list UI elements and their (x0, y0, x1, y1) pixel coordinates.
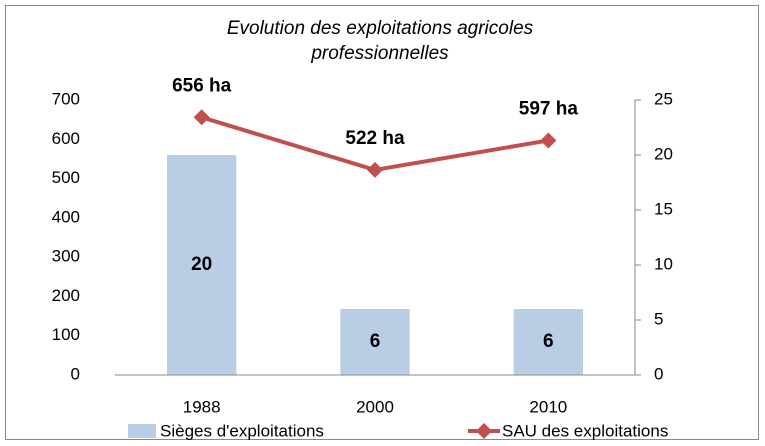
line-marker (540, 132, 557, 149)
legend-marker (476, 423, 492, 439)
bar-label: 20 (191, 254, 212, 275)
legend-swatch (128, 424, 156, 438)
legend-label: Sièges d'exploitations (160, 421, 324, 440)
chart-title: Evolution des exploitations agricoles pr… (226, 18, 534, 64)
y-tick-label: 300 (52, 247, 80, 266)
bar (167, 155, 237, 375)
bar (340, 309, 410, 375)
y2-tick-label: 20 (654, 144, 673, 163)
line-marker (367, 161, 383, 178)
bar-label: 6 (543, 331, 554, 352)
y2-tick-label: 25 (654, 89, 673, 108)
y2-tick-label: 5 (654, 309, 663, 328)
bar-label: 6 (370, 331, 381, 352)
data-label: 656 ha (172, 75, 232, 96)
y-tick-label: 0 (71, 364, 80, 383)
data-label: 522 ha (345, 128, 405, 149)
y-tick-label: 200 (52, 286, 80, 305)
bar (513, 309, 583, 375)
legend-label: SAU des exploitations (502, 421, 668, 440)
y-tick-label: 100 (52, 325, 80, 344)
chart-border (5, 5, 759, 440)
y2-tick-label: 15 (654, 199, 673, 218)
y-tick-label: 500 (52, 168, 80, 187)
x-tick-label: 2000 (356, 397, 394, 416)
y-tick-label: 600 (52, 129, 80, 148)
y-tick-label: 700 (52, 89, 80, 108)
y2-tick-label: 0 (654, 364, 663, 383)
x-tick-label: 1988 (183, 397, 221, 416)
y-tick-label: 400 (52, 207, 80, 226)
y2-tick-label: 10 (654, 254, 673, 273)
x-tick-label: 2010 (529, 397, 567, 416)
line-marker (193, 109, 210, 126)
data-label: 597 ha (519, 98, 579, 119)
